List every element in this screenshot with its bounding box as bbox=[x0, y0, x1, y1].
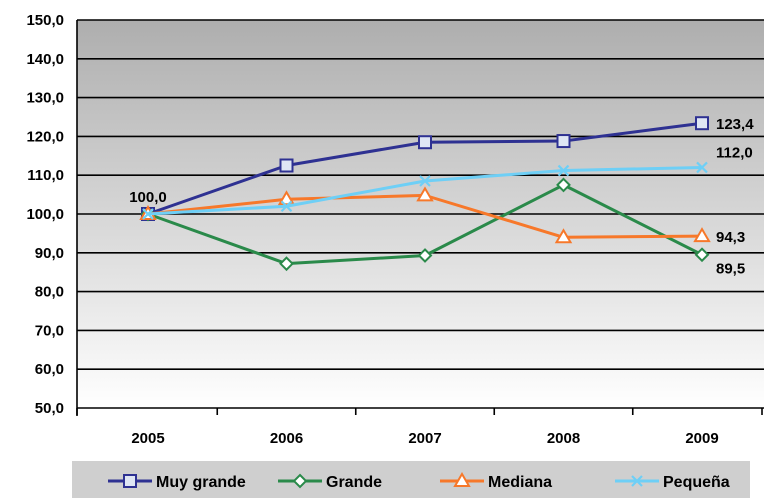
legend-marker bbox=[123, 474, 137, 488]
data-point bbox=[554, 228, 573, 244]
y-tick-label: 140,0 bbox=[26, 51, 64, 68]
y-tick-label: 90,0 bbox=[35, 245, 64, 262]
x-axis: 2005 2006 2007 2008 2009 bbox=[76, 20, 763, 447]
data-label: 94,3 bbox=[716, 229, 745, 246]
legend-label: Pequeña bbox=[663, 474, 730, 491]
data-point bbox=[419, 175, 431, 187]
y-tick-label: 130,0 bbox=[26, 90, 64, 107]
data-point bbox=[693, 227, 711, 243]
y-tick-label: 120,0 bbox=[26, 128, 64, 145]
data-point bbox=[279, 158, 294, 173]
y-tick-label: 80,0 bbox=[35, 284, 64, 301]
legend-item: Muy grande bbox=[108, 474, 246, 491]
y-tick-label: 150,0 bbox=[26, 12, 64, 29]
data-label: 100,0 bbox=[129, 189, 167, 206]
y-tick-label: 110,0 bbox=[27, 167, 64, 184]
x-tick-label: 2007 bbox=[408, 430, 441, 447]
legend-marker bbox=[631, 475, 643, 487]
legend-marker bbox=[292, 473, 308, 489]
y-tick-label: 100,0 bbox=[26, 206, 64, 223]
data-labels: 100,0 123,4 112,0 94,3 89,5 bbox=[129, 116, 754, 278]
x-tick-label: 2006 bbox=[270, 430, 303, 447]
data-point bbox=[418, 135, 432, 150]
x-tick-label: 2005 bbox=[131, 430, 164, 447]
y-tick-label: 50,0 bbox=[35, 400, 64, 417]
legend-item: Mediana bbox=[440, 472, 552, 491]
data-point bbox=[416, 186, 434, 202]
x-tick-label: 2009 bbox=[685, 430, 718, 447]
data-point bbox=[696, 161, 708, 174]
series-pequeña bbox=[142, 161, 708, 220]
grid-lines bbox=[77, 19, 764, 409]
data-point bbox=[557, 164, 570, 177]
data-point bbox=[280, 200, 293, 213]
y-axis: 50,0 60,0 70,0 80,0 90,0 100,0 110,0 120,0 130,0… bbox=[26, 12, 64, 417]
legend-item: Pequeña bbox=[615, 474, 730, 491]
legend-label: Grande bbox=[326, 474, 382, 491]
y-tick-label: 60,0 bbox=[35, 361, 64, 378]
data-label: 123,4 bbox=[716, 116, 754, 133]
legend-item: Grande bbox=[278, 473, 382, 491]
x-tick-label: 2008 bbox=[547, 430, 580, 447]
data-point bbox=[556, 134, 571, 149]
legend-label: Mediana bbox=[488, 474, 552, 491]
legend-label: Muy grande bbox=[156, 474, 246, 491]
data-point bbox=[142, 208, 154, 220]
y-tick-label: 70,0 bbox=[35, 322, 64, 339]
data-point bbox=[556, 177, 571, 193]
data-point bbox=[279, 256, 294, 272]
series-group bbox=[139, 116, 711, 272]
data-label: 112,0 bbox=[716, 144, 753, 161]
data-point bbox=[417, 248, 433, 263]
legend: Muy grande Grande Mediana Pequeña bbox=[108, 472, 730, 491]
data-label: 89,5 bbox=[716, 261, 745, 278]
data-point bbox=[694, 247, 710, 263]
legend-marker bbox=[453, 472, 471, 487]
data-point bbox=[695, 116, 709, 131]
